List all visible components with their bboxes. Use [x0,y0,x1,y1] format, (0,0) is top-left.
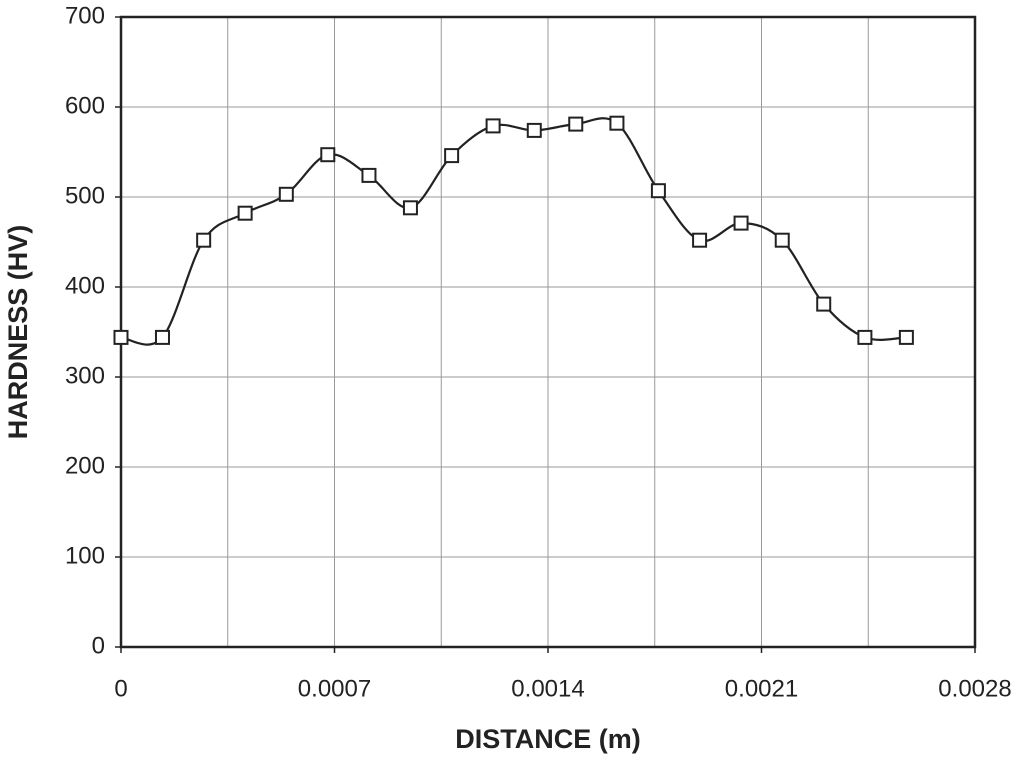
data-point [154,329,170,345]
y-tick-label: 0 [92,632,105,659]
data-point [568,116,584,132]
data-point [609,115,625,131]
data-point [113,329,129,345]
y-tick-label: 300 [65,362,105,389]
x-tick-label: 0 [114,675,127,702]
x-tick-label: 0.0021 [725,675,798,702]
data-line [120,117,907,346]
y-tick-label: 500 [65,182,105,209]
y-tick-label: 100 [65,542,105,569]
y-tick-label: 700 [65,2,105,29]
y-tick-label: 400 [65,272,105,299]
data-point [361,167,377,183]
data-point [857,329,873,345]
data-point [444,148,460,164]
data-point [898,329,914,345]
data-point [402,200,418,216]
data-point [526,122,542,138]
data-point [485,118,501,134]
x-tick-label: 0.0007 [298,675,371,702]
data-point [774,232,790,248]
x-tick-label: 0.0028 [938,675,1011,702]
data-point [278,186,294,202]
data-point [320,147,336,163]
y-axis-title: HARDNESS (HV) [3,225,33,440]
x-tick-label: 0.0014 [511,675,584,702]
x-axis-title: DISTANCE (m) [455,724,641,754]
data-point [816,296,832,312]
data-point [733,215,749,231]
data-point [692,232,708,248]
y-tick-label: 200 [65,452,105,479]
data-point [196,232,212,248]
data-point [650,183,666,199]
y-tick-label: 600 [65,92,105,119]
data-point [237,205,253,221]
